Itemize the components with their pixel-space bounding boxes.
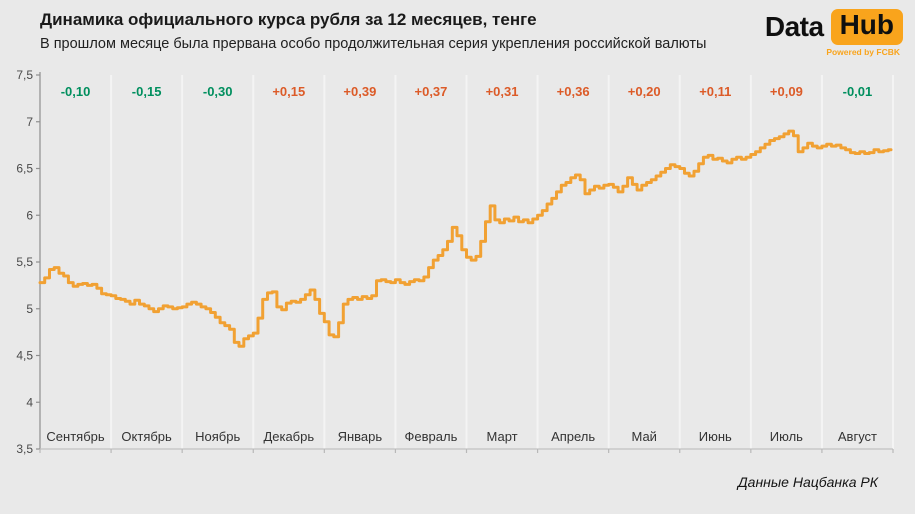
monthly-change-row: -0,10 -0,15 -0,30 +0,15 +0,39 +0,37 +0,31 +0,36… — [61, 84, 873, 99]
y-axis-tick-label: 4,5 — [16, 349, 33, 363]
ruble-rate-line — [38, 129, 893, 348]
month-label: Декабрь — [263, 429, 314, 444]
datahub-logo: Data Hub Powered by FCBK — [765, 9, 903, 57]
y-axis-tick-label: 3,5 — [16, 442, 33, 456]
chart-title: Динамика официального курса рубля за 12 … — [40, 10, 537, 29]
chart-subtitle: В прошлом месяце была прервана особо про… — [40, 36, 707, 52]
month-label: Август — [838, 429, 877, 444]
y-axis: 7,5 7 6,5 6 5,5 5 4,5 4 3,5 — [16, 68, 41, 456]
monthly-change-value: +0,09 — [770, 84, 803, 99]
monthly-change-value: -0,01 — [843, 84, 873, 99]
monthly-change-value: +0,31 — [486, 84, 519, 99]
data-source-caption: Данные Нацбанка РК — [737, 474, 878, 490]
month-label: Март — [486, 429, 517, 444]
y-axis-tick-label: 6,5 — [16, 162, 33, 176]
month-label: Июль — [770, 429, 803, 444]
month-label: Январь — [338, 429, 383, 444]
month-label: Октябрь — [121, 429, 172, 444]
y-axis-tick-label: 5,5 — [16, 255, 33, 269]
monthly-change-value: +0,36 — [557, 84, 590, 99]
month-label: Февраль — [405, 429, 458, 444]
y-axis-tick-label: 6 — [26, 208, 33, 222]
monthly-change-value: -0,15 — [132, 84, 162, 99]
monthly-change-value: +0,15 — [272, 84, 305, 99]
monthly-change-value: +0,20 — [628, 84, 661, 99]
logo-text-data: Data — [764, 10, 824, 42]
monthly-change-value: +0,11 — [699, 84, 731, 99]
monthly-change-value: +0,37 — [415, 84, 448, 99]
month-gridlines — [110, 75, 894, 449]
y-axis-tick-label: 5 — [26, 302, 33, 316]
month-label: Ноябрь — [195, 429, 240, 444]
month-label: Май — [631, 429, 656, 444]
monthly-change-value: +0,39 — [343, 84, 376, 99]
y-axis-tick-label: 4 — [26, 395, 33, 409]
month-label: Июнь — [699, 429, 732, 444]
y-axis-tick-label: 7,5 — [16, 68, 33, 82]
y-axis-tick-label: 7 — [26, 115, 33, 129]
logo-powered-by: Powered by FCBK — [826, 46, 900, 57]
monthly-change-value: -0,30 — [203, 84, 233, 99]
logo-hub-badge: Hub — [830, 9, 903, 45]
x-axis — [39, 448, 894, 453]
datahub-logo-row: Data Hub — [765, 9, 903, 45]
month-label: Сентябрь — [46, 429, 104, 444]
month-labels: Сентябрь Октябрь Ноябрь Декабрь Январь Феврал… — [46, 429, 877, 444]
monthly-change-value: -0,10 — [61, 84, 91, 99]
month-label: Апрель — [551, 429, 595, 444]
